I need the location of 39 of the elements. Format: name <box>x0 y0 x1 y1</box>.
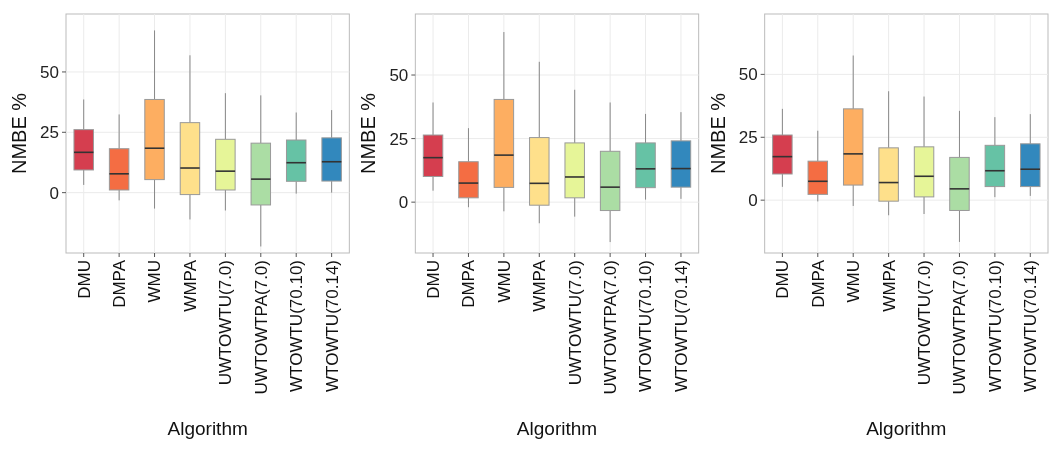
y-tick-label: 50 <box>389 65 409 85</box>
x-tick-label: DMU <box>773 260 793 299</box>
x-tick-label: WMPA <box>180 259 200 312</box>
x-tick-label: UWTOWTPA(7.0) <box>950 260 970 395</box>
x-axis-title: Algorithm <box>516 418 598 439</box>
x-tick-label: DMPA <box>110 259 130 308</box>
y-tick-label: 0 <box>748 191 758 211</box>
x-tick-label: DMPA <box>459 259 479 308</box>
x-tick-label: WMU <box>145 260 165 303</box>
y-tick-label: 25 <box>738 128 758 148</box>
y-tick-label: 0 <box>398 193 409 213</box>
x-tick-label: UWTOWTU(7.0) <box>216 260 236 386</box>
x-tick-label: UWTOWTU(7.0) <box>914 260 934 386</box>
x-tick-label: WMU <box>494 260 514 303</box>
x-axis-title: Algorithm <box>866 418 947 439</box>
x-tick-label: WTOWTU(70.14) <box>1021 260 1041 392</box>
x-tick-label: DMPA <box>808 259 828 308</box>
x-tick-label: WMPA <box>530 259 550 312</box>
x-tick-label: WMU <box>844 260 864 303</box>
x-tick-label: WMPA <box>879 259 899 312</box>
x-tick-label: WTOWTU(70.10) <box>985 260 1005 392</box>
x-axis-title: Algorithm <box>167 418 248 439</box>
x-tick-label: WTOWTU(70.10) <box>636 260 656 392</box>
x-tick-label: WTOWTU(70.14) <box>671 260 691 392</box>
x-tick-label: DMU <box>423 260 443 299</box>
y-tick-label: 0 <box>49 183 59 203</box>
y-tick-label: 25 <box>40 123 59 143</box>
x-tick-label: UWTOWTPA(7.0) <box>601 260 621 395</box>
x-tick-label: UWTOWTU(7.0) <box>565 260 585 386</box>
y-tick-label: 50 <box>738 65 758 85</box>
y-tick-label: 25 <box>389 129 409 149</box>
y-axis-title: NMBE % <box>357 92 380 175</box>
x-tick-label: DMU <box>74 260 94 299</box>
x-tick-label: UWTOWTPA(7.0) <box>251 260 271 395</box>
x-tick-label: WTOWTU(70.14) <box>322 260 342 392</box>
y-axis-title: NMBE % <box>8 92 30 175</box>
y-axis-title: NMBE % <box>706 92 729 175</box>
x-tick-label: WTOWTU(70.10) <box>287 260 307 392</box>
y-tick-label: 50 <box>40 62 59 82</box>
